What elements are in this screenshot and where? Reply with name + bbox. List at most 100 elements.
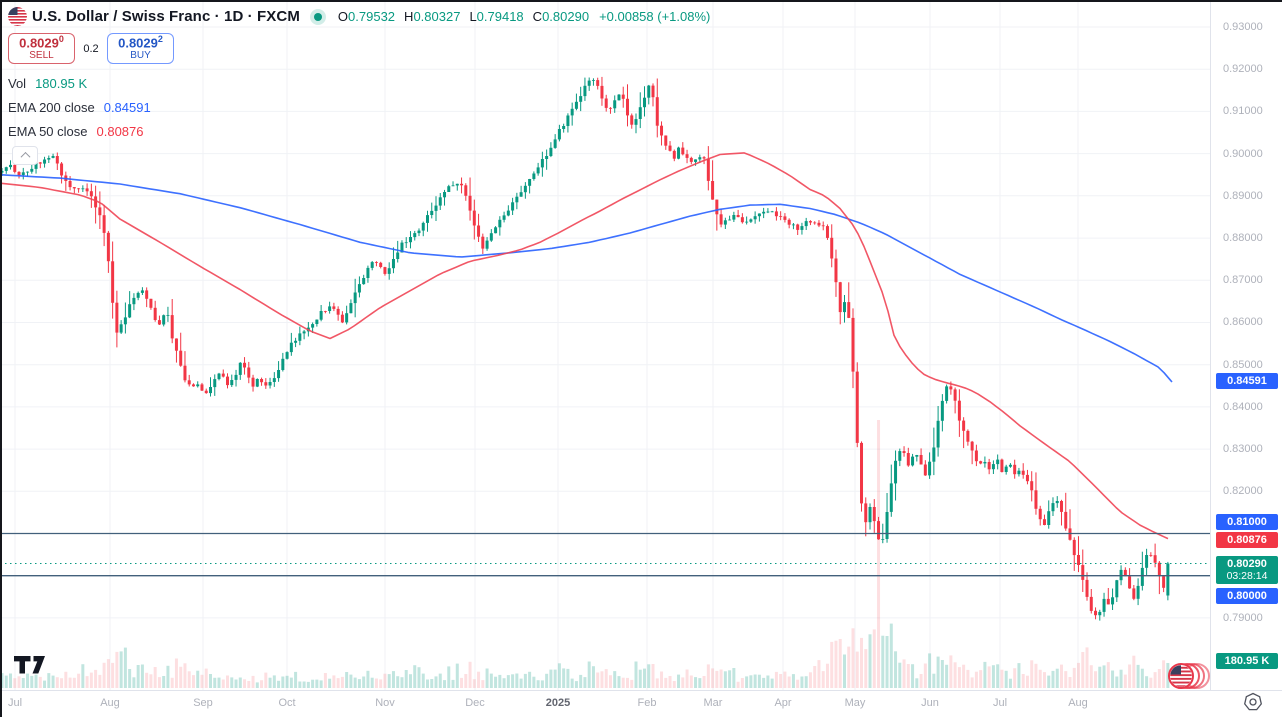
volume-bar	[1000, 669, 1004, 688]
candle-body	[123, 317, 127, 325]
volume-bar	[294, 671, 298, 688]
candle-body	[1157, 562, 1161, 577]
volume-bar	[238, 677, 242, 688]
buy-button[interactable]: 0.80292 BUY	[107, 33, 174, 64]
candle-body	[485, 240, 489, 249]
volume-bar	[468, 661, 472, 688]
price-tick-label: 0.92000	[1223, 63, 1263, 75]
volume-bar	[540, 680, 544, 688]
candle-body	[1153, 555, 1157, 563]
volume-bar	[1051, 670, 1055, 688]
candle-body	[408, 237, 412, 243]
volume-bar	[851, 628, 855, 688]
ema50-line[interactable]	[0, 152, 1169, 540]
volume-bar	[915, 678, 919, 688]
candle-body	[600, 85, 604, 99]
candle-body	[149, 298, 153, 308]
candle-body	[753, 216, 757, 220]
price-axis[interactable]: 0.93000 0.92000 0.91000 0.90000 0.89000 0.880…	[1210, 0, 1282, 690]
candle-body	[111, 261, 115, 303]
volume-bar	[647, 664, 651, 688]
volume-bar	[587, 661, 591, 688]
candle-body	[1098, 611, 1102, 616]
candle-body	[251, 377, 255, 387]
candle-body	[166, 315, 170, 316]
time-axis-month-label: Mar	[703, 697, 723, 709]
volume-bar	[1017, 663, 1021, 688]
candle-body	[860, 442, 864, 504]
candle-body	[974, 450, 978, 462]
sell-button[interactable]: 0.80290 SELL	[8, 33, 75, 64]
scale-settings-icon[interactable]	[1242, 691, 1264, 713]
volume-bar	[757, 674, 761, 688]
volume-bar	[1072, 667, 1076, 688]
candle-body	[825, 226, 829, 238]
tradingview-logo[interactable]	[14, 656, 45, 674]
volume-bar	[979, 670, 983, 688]
economic-event-flag-icon[interactable]	[1168, 663, 1210, 689]
volume-bar	[345, 672, 349, 688]
volume-bar	[817, 660, 821, 688]
volume-bar	[379, 679, 383, 688]
candle-body	[119, 324, 123, 333]
volume-bar	[1021, 674, 1025, 688]
volume-bar	[183, 663, 187, 688]
candlestick-chart[interactable]	[0, 0, 1210, 690]
candle-body	[842, 302, 846, 313]
chart-pane[interactable]: U.S. Dollar / Swiss Franc · 1D · FXCM O0…	[0, 0, 1210, 690]
candle-body	[1025, 474, 1029, 482]
candle-body	[43, 159, 47, 164]
candle-body	[1047, 511, 1051, 525]
time-axis[interactable]: Jul Aug Sep Oct Nov Dec 2025 Feb Mar Apr May Jun Jul…	[0, 690, 1282, 717]
volume-bar	[323, 673, 327, 688]
volume-bar	[89, 672, 93, 688]
candle-body	[813, 222, 817, 224]
symbol-title[interactable]: U.S. Dollar / Swiss Franc · 1D · FXCM	[32, 8, 300, 25]
candle-body	[732, 215, 736, 220]
volume-bar	[277, 680, 281, 688]
candle-body	[847, 302, 851, 318]
candle-body	[455, 183, 459, 186]
volume-bar	[864, 649, 868, 688]
candle-body	[838, 282, 842, 313]
legend-row-volume[interactable]: Vol 180.95 K	[8, 75, 88, 91]
candle-body	[209, 387, 212, 394]
volume-bar	[1102, 665, 1106, 688]
candle-body	[902, 451, 906, 453]
volume-bar	[991, 665, 995, 688]
candle-body	[106, 232, 110, 262]
candle-body	[715, 199, 719, 215]
candle-body	[515, 196, 519, 203]
candle-body	[319, 311, 323, 320]
volume-bar	[447, 666, 451, 688]
volume-bar	[26, 673, 30, 688]
candle-body	[911, 456, 915, 466]
price-tick-label: 0.90000	[1223, 148, 1263, 160]
volume-bar	[0, 673, 4, 688]
candle-body	[357, 284, 361, 293]
volume-bar	[132, 677, 136, 688]
volume-bar	[932, 673, 936, 688]
legend-row-ema200[interactable]: EMA 200 close 0.84591	[8, 99, 151, 115]
volume-bar	[532, 676, 536, 688]
volume-bar	[234, 679, 238, 688]
candle-body	[855, 371, 859, 443]
legend-collapse-button[interactable]	[12, 146, 38, 165]
volume-bar	[1119, 669, 1123, 688]
ema200-line[interactable]	[0, 173, 1173, 383]
volume-bar	[536, 680, 540, 688]
volume-bar	[928, 653, 932, 688]
candle-body	[447, 186, 451, 192]
candle-body	[991, 464, 995, 470]
market-open-status-dot[interactable]	[313, 12, 322, 21]
time-axis-month-label: Apr	[774, 697, 792, 709]
price-tick-label: 0.86000	[1223, 316, 1263, 328]
volume-bar	[102, 662, 106, 688]
candle-body	[643, 97, 646, 108]
volume-bar	[860, 637, 864, 688]
volume-bar	[38, 676, 42, 688]
volume-bar	[298, 681, 302, 688]
candle-body	[1132, 588, 1136, 599]
legend-row-ema50[interactable]: EMA 50 close 0.80876	[8, 123, 144, 139]
candle-body	[511, 202, 515, 211]
